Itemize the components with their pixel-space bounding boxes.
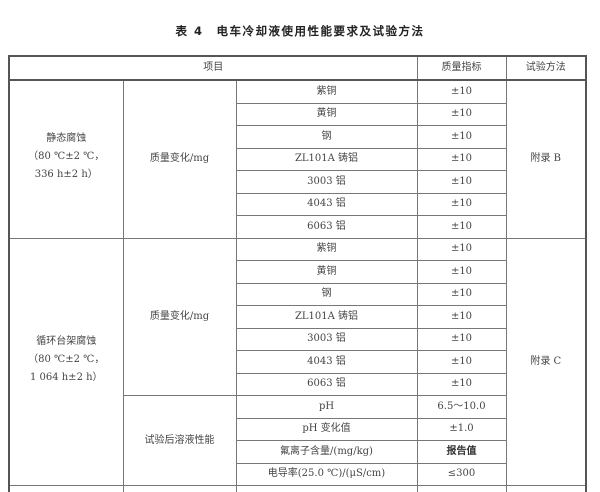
item-cell: ZL101A 铸铝 xyxy=(236,148,417,171)
value-cell: ±1.0 xyxy=(417,418,506,441)
method-cell: 附录 B xyxy=(506,80,586,238)
item-cell: 6063 铝 xyxy=(236,373,417,396)
value-cell: ±10 xyxy=(417,261,506,284)
item-cell: 4043 铝 xyxy=(236,193,417,216)
test-condition: 336 h±2 h） xyxy=(10,168,123,182)
value-cell: ±10 xyxy=(417,171,506,194)
performance-table: 项目 质量指标 试验方法 静态腐蚀（80 ℃±2 ℃，336 h±2 h）质量变… xyxy=(8,55,587,492)
table-title: 表 4 电车冷却液使用性能要求及试验方法 xyxy=(0,23,600,39)
header-row: 项目 质量指标 试验方法 xyxy=(9,56,586,80)
item-cell: 3003 铝 xyxy=(236,171,417,194)
header-index: 质量指标 xyxy=(417,56,506,80)
method-cell: 附录 C xyxy=(506,238,586,486)
value-cell: ±10 xyxy=(417,216,506,239)
value-cell: ±10 xyxy=(417,328,506,351)
header-item: 项目 xyxy=(9,56,417,80)
next-row-partial xyxy=(9,486,586,492)
item-cell: ZL101A 铸铝 xyxy=(236,306,417,329)
item-cell: 4043 铝 xyxy=(236,351,417,374)
item-cell: 黄铜 xyxy=(236,103,417,126)
test-condition: （80 ℃±2 ℃， xyxy=(10,150,123,164)
value-cell: 报告值 xyxy=(417,441,506,464)
test-condition: 1 064 h±2 h） xyxy=(10,371,123,385)
item-cell: 钢 xyxy=(236,283,417,306)
item-cell: 紫铜 xyxy=(236,80,417,103)
value-cell: ±10 xyxy=(417,80,506,103)
item-cell: 黄铜 xyxy=(236,261,417,284)
item-cell: 钢 xyxy=(236,126,417,149)
test-name: 静态腐蚀 xyxy=(10,132,123,146)
value-cell: ≤300 xyxy=(417,463,506,486)
value-cell: ±10 xyxy=(417,126,506,149)
value-cell: 6.5～10.0 xyxy=(417,396,506,419)
subgroup-cell: 质量变化/mg xyxy=(123,238,236,396)
value-cell: ±10 xyxy=(417,148,506,171)
item-cell: 6063 铝 xyxy=(236,216,417,239)
value-cell: ±10 xyxy=(417,283,506,306)
item-cell: pH 变化值 xyxy=(236,418,417,441)
item-cell: 紫铜 xyxy=(236,238,417,261)
empty-cell xyxy=(236,486,417,492)
value-cell: ±10 xyxy=(417,193,506,216)
empty-cell xyxy=(123,486,236,492)
subgroup-cell: 试验后溶液性能 xyxy=(123,396,236,486)
value-cell: ±10 xyxy=(417,238,506,261)
item-cell: 3003 铝 xyxy=(236,328,417,351)
item-cell: 氟离子含量/(mg/kg) xyxy=(236,441,417,464)
header-method: 试验方法 xyxy=(506,56,586,80)
test-name-cell: 循环台架腐蚀 （80 ℃±2 ℃， 1 064 h±2 h） xyxy=(9,238,123,486)
test-name: 循环台架腐蚀 xyxy=(10,335,123,349)
value-cell: ±10 xyxy=(417,351,506,374)
item-cell: pH xyxy=(236,396,417,419)
item-cell: 电导率(25.0 ℃)/(μS/cm) xyxy=(236,463,417,486)
value-cell: ±10 xyxy=(417,103,506,126)
empty-cell xyxy=(9,486,123,492)
test-name-cell: 静态腐蚀 （80 ℃±2 ℃， 336 h±2 h） xyxy=(9,80,123,238)
empty-cell xyxy=(506,486,586,492)
empty-cell xyxy=(417,486,506,492)
value-cell: ±10 xyxy=(417,373,506,396)
subgroup-cell: 质量变化/mg xyxy=(123,80,236,238)
test-condition: （80 ℃±2 ℃， xyxy=(10,353,123,367)
value-cell: ±10 xyxy=(417,306,506,329)
